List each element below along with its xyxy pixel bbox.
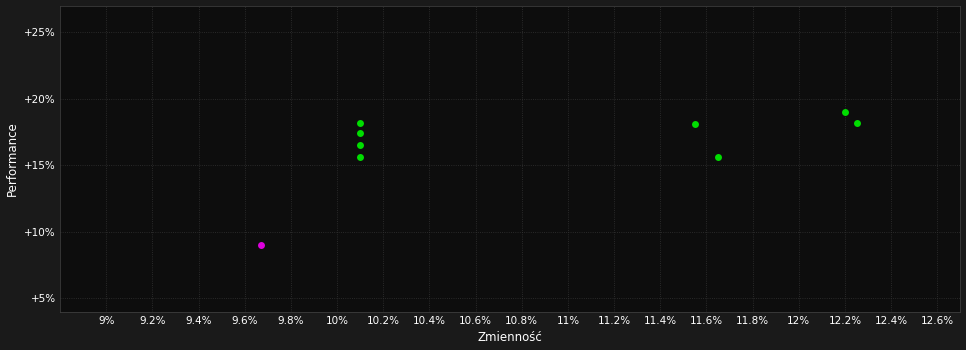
Point	[253, 242, 269, 248]
Point	[353, 131, 368, 136]
X-axis label: Zmienność: Zmienność	[478, 331, 543, 344]
Point	[353, 120, 368, 126]
Point	[710, 154, 725, 160]
Y-axis label: Performance: Performance	[6, 121, 18, 196]
Point	[687, 121, 702, 127]
Point	[838, 109, 853, 115]
Point	[353, 142, 368, 148]
Point	[353, 154, 368, 160]
Point	[849, 120, 865, 126]
